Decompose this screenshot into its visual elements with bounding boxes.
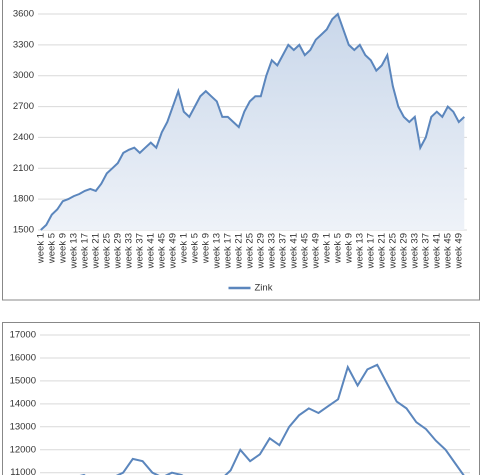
x-tick-label: week 33 [266,233,277,269]
x-tick-label: week 45 [299,233,310,269]
x-tick-label: week 25 [101,233,112,269]
line [40,12,465,231]
legend-label: Zink [255,283,273,294]
y-tick-label: 3600 [13,9,34,20]
x-tick-label: week 1 [321,233,332,264]
y-tick-label: 16000 [10,352,36,363]
x-tick-label: week 49 [453,233,464,269]
y-tick-label: 13000 [10,421,36,432]
y-tick-label: 15000 [10,375,36,386]
x-tick-label: week 37 [277,233,288,269]
y-tick-label: 14000 [10,398,36,409]
x-tick-label: week 25 [244,233,255,269]
y-tick-label: 2400 [13,132,34,143]
x-tick-label: week 13 [211,233,222,269]
x-tick-label: week 41 [431,233,442,269]
x-tick-label: week 21 [233,233,244,269]
y-tick-label: 2700 [13,101,34,112]
area [40,14,465,230]
x-tick-label: week 1 [35,233,46,264]
x-tick-label: week 29 [398,233,409,269]
y-tick-label: 1500 [13,225,34,236]
chart-bottom: 11000 12000 13000 14000 15000 16000 17000 [2,322,480,475]
x-tick-label: week 37 [420,233,431,269]
x-tick-label: week 5 [189,233,200,264]
x-tick-label: week 17 [222,233,233,269]
x-tick-label: week 9 [57,233,68,264]
x-tick-label: week 29 [255,233,266,269]
x-tick-label: week 5 [332,233,343,264]
x-tick-label: week 13 [68,233,79,269]
x-tick-label: week 13 [354,233,365,269]
y-tick-label: 2100 [13,163,34,174]
x-tick-label: week 41 [145,233,156,269]
x-tick-label: week 29 [112,233,123,269]
x-tick-label: week 21 [376,233,387,269]
x-tick-label: week 45 [442,233,453,269]
y-tick-label: 3300 [13,39,34,50]
y-tick-label: 17000 [10,330,36,341]
x-tick-label: week 33 [409,233,420,269]
x-tick-label: week 9 [343,233,354,264]
x-tick-label: week 21 [90,233,101,269]
y-tick-label: 11000 [10,467,36,475]
y-tick-label: 1800 [13,194,34,205]
x-tick-label: week 9 [200,233,211,264]
x-tick-label: week 41 [288,233,299,269]
x-tick-label: week 33 [123,233,134,269]
y-tick-label: 12000 [10,444,36,455]
x-tick-label: week 1 [178,233,189,264]
x-tick-label: week 37 [134,233,145,269]
x-tick-label: week 17 [79,233,90,269]
x-tick-label: week 49 [167,233,178,269]
line [79,363,465,475]
x-tick-label: week 17 [365,233,376,269]
x-tick-label: week 45 [156,233,167,269]
x-tick-label: week 5 [46,233,57,264]
x-tick-label: week 25 [387,233,398,269]
x-tick-label: week 49 [310,233,321,269]
y-tick-label: 3000 [13,70,34,81]
